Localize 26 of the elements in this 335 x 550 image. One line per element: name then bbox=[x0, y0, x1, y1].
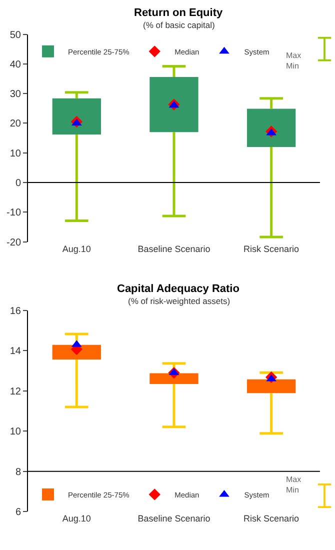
y-tick-label: -10 bbox=[6, 208, 22, 219]
annotation: Max Min bbox=[286, 51, 302, 70]
y-tick-label: 16 bbox=[10, 306, 22, 317]
chart-subtitle: (% of basic capital) bbox=[143, 20, 215, 30]
y-tick-label: 6 bbox=[15, 507, 22, 518]
y-tick-label: 30 bbox=[10, 89, 22, 100]
chart-title: Capital Adequacy Ratio bbox=[117, 283, 240, 295]
y-tick-label: 40 bbox=[10, 59, 22, 70]
y-tick-label: 14 bbox=[10, 346, 22, 358]
y-tick-label: 20 bbox=[10, 118, 22, 130]
y-tick-label: 50 bbox=[10, 30, 22, 41]
y-tick-label: 10 bbox=[10, 426, 22, 438]
chart-subtitle: (% of risk-weighted assets) bbox=[128, 296, 230, 306]
y-tick-label: 12 bbox=[10, 386, 22, 398]
x-tick-label: Risk Scenario bbox=[244, 244, 300, 254]
y-tick-label: 10 bbox=[10, 148, 22, 160]
x-tick-label: Risk Scenario bbox=[244, 514, 300, 524]
annotation: Max Min bbox=[286, 475, 302, 494]
y-tick-label: 8 bbox=[15, 466, 22, 478]
chart-title: Return on Equity bbox=[134, 7, 224, 19]
x-tick-label: Baseline Scenario bbox=[138, 514, 210, 524]
y-tick-label: -20 bbox=[6, 237, 22, 248]
x-tick-label: Aug.10 bbox=[62, 244, 91, 254]
x-tick-label: Baseline Scenario bbox=[138, 244, 210, 254]
x-tick-label: Aug.10 bbox=[62, 514, 91, 524]
y-tick-label: 0 bbox=[15, 178, 22, 190]
